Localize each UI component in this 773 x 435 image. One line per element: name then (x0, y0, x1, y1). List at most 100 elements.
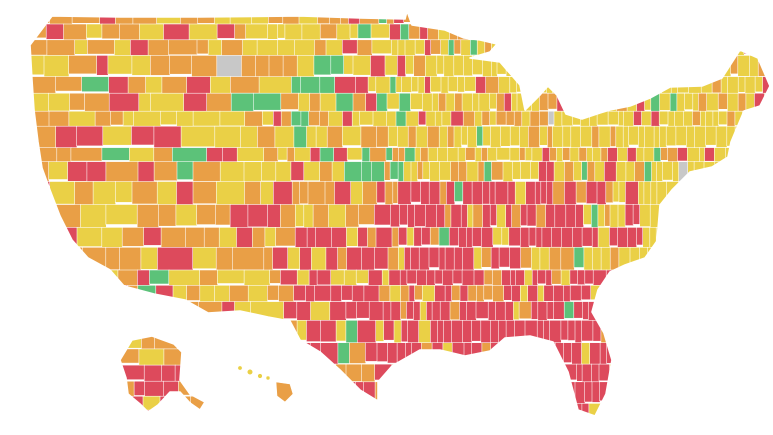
county-cell (703, 161, 716, 185)
county-cell (748, 301, 761, 323)
county-cell (695, 23, 705, 41)
county-cell (700, 39, 713, 56)
county-cell (341, 285, 353, 301)
county-cell (217, 269, 245, 284)
county-cell (733, 161, 742, 184)
county-cell (628, 285, 637, 305)
county-cell (196, 39, 209, 55)
county-cell (620, 363, 630, 382)
county-cell (241, 55, 257, 78)
county-cell (219, 110, 246, 127)
county-cell (505, 403, 517, 416)
county-cell (545, 39, 554, 55)
county-cell (683, 11, 695, 27)
county-cell (133, 380, 146, 396)
county-cell (531, 269, 538, 287)
county-cell (471, 403, 482, 416)
county-cell (160, 227, 187, 250)
county-cell (628, 269, 638, 286)
county-cell (471, 181, 484, 206)
county-cell (312, 204, 330, 230)
county-cell (481, 110, 491, 126)
county-cell (703, 23, 716, 43)
county-cell (727, 342, 735, 367)
county-cell (716, 342, 728, 364)
county-cell (625, 55, 637, 78)
county-cell (101, 23, 121, 40)
county-cell (653, 11, 666, 25)
county-cell (247, 285, 269, 304)
county-cell (433, 418, 440, 434)
county-cell (306, 227, 317, 250)
county-cell (343, 269, 357, 286)
county-cell (515, 269, 526, 286)
county-cell (572, 92, 581, 114)
county-cell (613, 23, 624, 42)
county-cell (769, 39, 770, 57)
county-cell (708, 11, 722, 24)
county-cell (431, 301, 441, 322)
county-cell (199, 269, 218, 288)
county-cell (643, 181, 652, 207)
county-cell (216, 381, 239, 402)
county-cell (457, 418, 465, 435)
county-cell (425, 55, 438, 79)
county-cell (678, 181, 685, 207)
county-cell (400, 301, 408, 320)
county-cell (561, 55, 570, 80)
county-cell (647, 418, 656, 434)
county-cell (313, 55, 332, 76)
county-cell (435, 381, 445, 406)
county-cell (427, 11, 434, 26)
county-cell (428, 381, 437, 406)
county-cell (618, 181, 627, 203)
county-cell (617, 204, 626, 228)
county-cell (552, 11, 562, 23)
county-cell (427, 147, 439, 162)
county-cell (156, 403, 182, 416)
county-cell (729, 301, 740, 319)
county-cell (389, 23, 401, 42)
county-cell (545, 11, 554, 26)
county-cell (467, 285, 478, 302)
county-cell (726, 320, 735, 347)
county-cell (198, 336, 205, 349)
county-cell (50, 269, 76, 289)
county-cell (182, 348, 205, 368)
county-cell (206, 92, 232, 112)
county-cell (79, 285, 104, 302)
county-cell (110, 110, 124, 126)
county-cell (747, 125, 760, 148)
county-cell (450, 204, 462, 231)
county-cell (441, 363, 450, 384)
county-cell (545, 269, 553, 288)
county-cell (188, 23, 218, 43)
county-cell (417, 76, 426, 95)
county-cell (319, 76, 336, 96)
county-cell (709, 418, 717, 434)
county-cell (563, 301, 575, 319)
county-cell (420, 418, 427, 434)
county-cell (684, 204, 697, 227)
county-cell (101, 227, 123, 250)
county-cell (612, 381, 621, 404)
county-cell (290, 161, 305, 181)
county-cell (513, 110, 523, 127)
county-cell (422, 285, 436, 302)
county-cell (329, 301, 347, 324)
county-cell (76, 227, 103, 247)
county-cell (607, 11, 620, 25)
county-cell (642, 39, 653, 56)
county-cell (30, 403, 57, 416)
county-cell (300, 403, 317, 416)
county-cell (763, 285, 770, 302)
county-cell (597, 204, 606, 227)
county-cell (395, 418, 402, 432)
county-cell (624, 301, 632, 320)
county-cell (474, 110, 483, 128)
county-cell (447, 403, 457, 416)
county-cell (618, 11, 629, 27)
county-cell (676, 92, 686, 114)
county-cell (763, 181, 770, 209)
